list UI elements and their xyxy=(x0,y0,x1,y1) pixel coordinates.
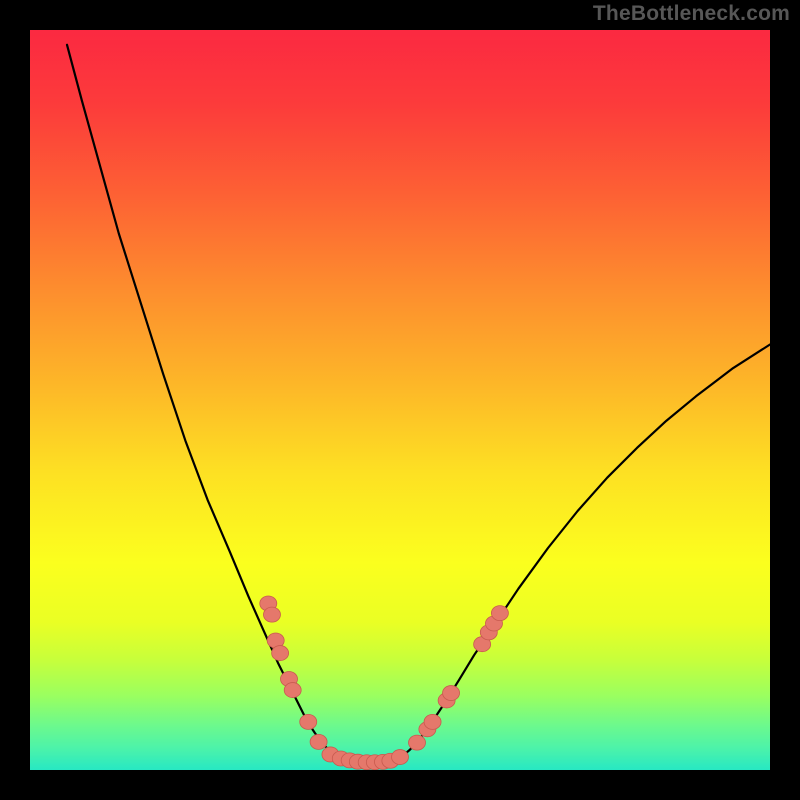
data-marker xyxy=(424,714,441,729)
data-marker xyxy=(300,714,317,729)
data-marker xyxy=(272,646,289,661)
gradient-background xyxy=(30,30,770,770)
data-marker xyxy=(310,734,327,749)
plot-area xyxy=(30,30,770,770)
data-marker xyxy=(409,735,426,750)
data-marker xyxy=(392,750,409,765)
data-marker xyxy=(491,606,508,621)
chart-svg xyxy=(30,30,770,770)
watermark-text: TheBottleneck.com xyxy=(593,2,790,26)
data-marker xyxy=(263,607,280,622)
data-marker xyxy=(284,683,301,698)
figure-root: TheBottleneck.com xyxy=(0,0,800,800)
data-marker xyxy=(443,686,460,701)
